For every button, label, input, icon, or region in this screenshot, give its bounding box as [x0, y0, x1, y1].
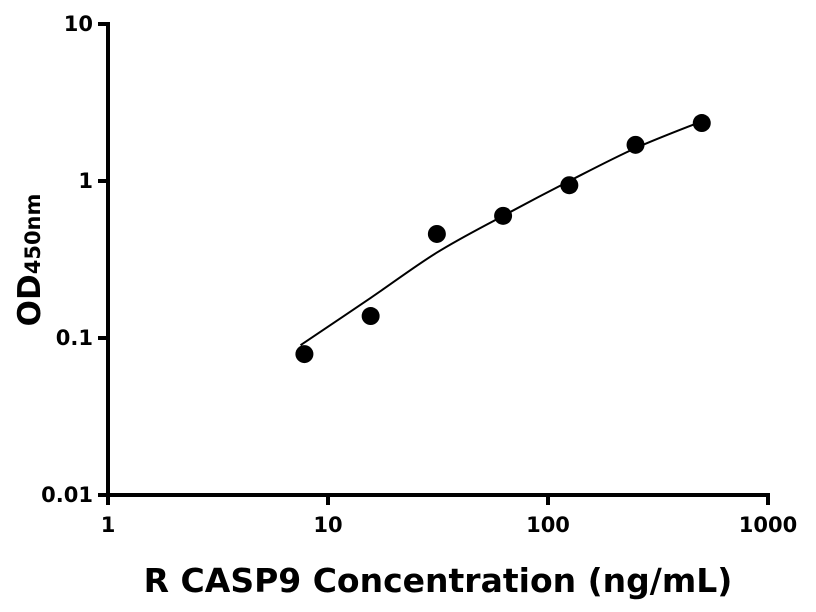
data-point: [361, 307, 380, 326]
x-tick-label: 1: [101, 513, 116, 537]
data-point: [427, 224, 446, 243]
y-axis-label-group: OD450nm: [12, 194, 48, 327]
y-axis-label: OD450nm: [12, 194, 48, 327]
data-point: [494, 206, 513, 225]
fit-curve: [299, 120, 703, 347]
y-tick-label: 1: [78, 169, 93, 193]
x-tick-label: 1000: [739, 513, 797, 537]
x-axis-label: R CASP9 Concentration (ng/mL): [144, 561, 733, 600]
data-point: [692, 114, 711, 133]
axes: 1 10 100 1000 0.01 0.1 1 10: [41, 12, 797, 537]
data-point: [626, 135, 645, 154]
y-axis-label-subscript: 450nm: [21, 194, 45, 275]
x-tick-label: 10: [313, 513, 342, 537]
data-point: [295, 345, 314, 364]
data-point: [560, 176, 579, 195]
y-tick-label: 10: [64, 12, 93, 36]
y-tick-label: 0.1: [56, 326, 93, 350]
y-axis-label-main: OD: [12, 274, 48, 326]
x-tick-label: 100: [526, 513, 570, 537]
y-tick-label: 0.01: [41, 483, 93, 507]
